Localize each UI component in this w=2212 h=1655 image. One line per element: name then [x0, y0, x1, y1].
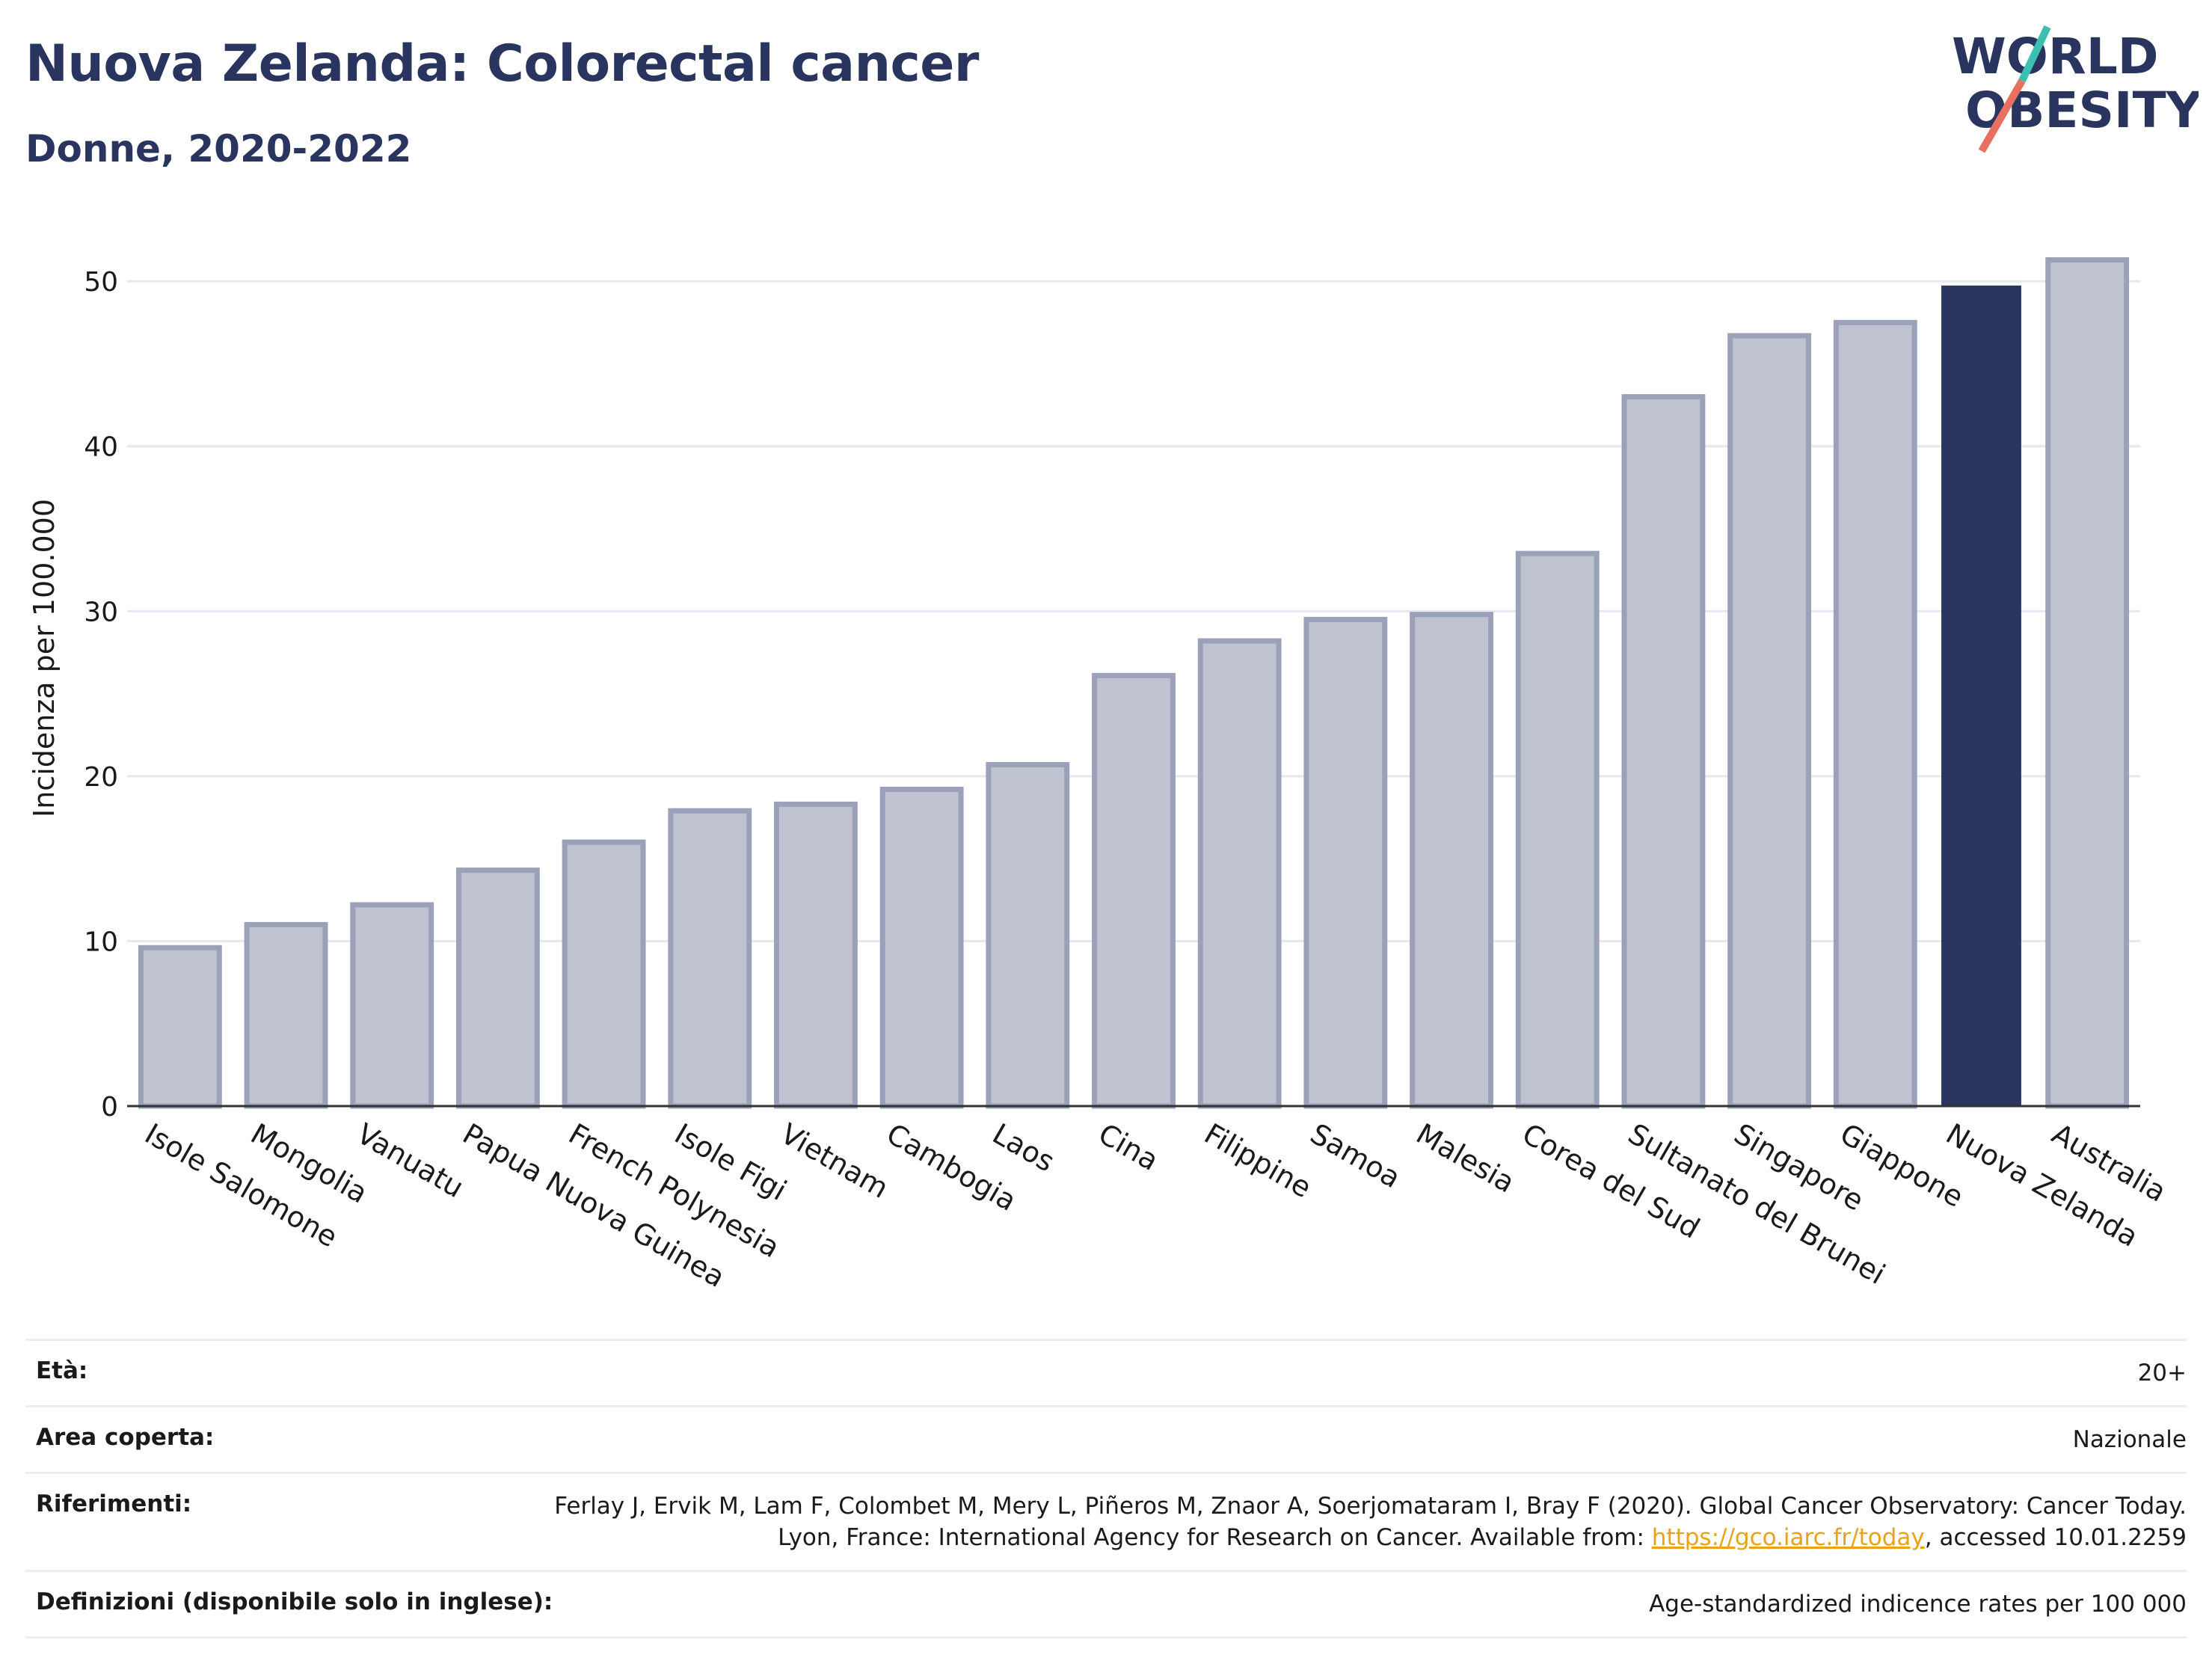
bar-australia	[2045, 257, 2130, 1109]
bar-nuova-zelanda	[1941, 285, 2021, 1108]
y-tick-label: 10	[84, 927, 118, 957]
y-axis-ticks: 0 10 20 30 40 50	[84, 267, 118, 1123]
y-tick-label: 20	[84, 762, 118, 793]
meta-label: Età:	[36, 1357, 88, 1384]
bar-cambogia	[879, 787, 964, 1109]
meta-label: Definizioni (disponibile solo in inglese…	[36, 1588, 553, 1615]
bar-french-polynesia	[562, 839, 646, 1109]
bar-chart: 0 10 20 30 40 50 Isole SalomoneMongoliaVanuat…	[28, 257, 2172, 1294]
x-tick-label: Nuova Zelanda	[1941, 1117, 2144, 1253]
meta-label: Riferimenti:	[36, 1490, 192, 1517]
meta-row-age: Età: 20+	[25, 1339, 2187, 1405]
logo-slash-teal	[2018, 25, 2051, 83]
x-tick-label: Filippine	[1199, 1117, 1317, 1205]
bars	[138, 257, 2130, 1109]
bar-malesia	[1410, 612, 1493, 1109]
page-subtitle: Donne, 2020-2022	[25, 127, 412, 171]
meta-value: 20+	[2137, 1360, 2187, 1387]
meta-value-references: Ferlay J, Ervik M, Lam F, Colombet M, Me…	[541, 1490, 2187, 1553]
meta-row-references: Riferimenti: Ferlay J, Ervik M, Lam F, C…	[25, 1472, 2187, 1570]
bar-vanuatu	[350, 902, 434, 1109]
x-tick-label: Malesia	[1411, 1117, 1520, 1200]
y-tick-label: 50	[84, 267, 118, 298]
y-tick-label: 40	[84, 432, 118, 463]
x-tick-label: Corea del Sud	[1517, 1117, 1705, 1245]
bar-isole-salomone	[138, 945, 222, 1109]
bar-vietnam	[774, 801, 858, 1109]
y-tick-label: 0	[101, 1092, 118, 1123]
x-tick-label: Isole Salomone	[139, 1117, 342, 1254]
meta-value: Nazionale	[2072, 1426, 2187, 1453]
reference-suffix: , accessed 10.01.2259	[1924, 1524, 2187, 1551]
y-tick-label: 30	[84, 597, 118, 627]
bar-isole-figi	[668, 808, 752, 1109]
bar-giappone	[1833, 319, 1917, 1109]
bar-cina	[1092, 672, 1176, 1109]
logo-line1: WORLD	[1952, 28, 2159, 85]
metadata-table: Età: 20+ Area coperta: Nazionale Riferim…	[25, 1339, 2187, 1639]
bar-corea-del-sud	[1515, 550, 1600, 1109]
bar-singapore	[1727, 333, 1812, 1109]
bar-papua-nuova-guinea	[455, 868, 540, 1109]
reference-link[interactable]: https://gco.iarc.fr/today	[1651, 1524, 1925, 1551]
page-title: Nuova Zelanda: Colorectal cancer	[25, 34, 979, 93]
meta-row-area: Area coperta: Nazionale	[25, 1405, 2187, 1472]
logo-slash-coral	[1978, 79, 2026, 153]
bar-sultanato-del-brunei	[1621, 394, 1706, 1109]
bar-mongolia	[244, 921, 328, 1109]
bar-filippine	[1197, 638, 1282, 1109]
meta-row-definitions: Definizioni (disponibile solo in inglese…	[25, 1570, 2187, 1639]
meta-label: Area coperta:	[36, 1424, 215, 1451]
x-tick-label: Vanuatu	[351, 1117, 470, 1204]
meta-value: Age-standardized indicence rates per 100…	[1649, 1591, 2187, 1618]
x-tick-label: Vietnam	[775, 1117, 894, 1205]
x-tick-label: Cina	[1093, 1117, 1164, 1177]
x-tick-label: Samoa	[1305, 1117, 1406, 1195]
bar-laos	[986, 761, 1070, 1109]
y-axis-label: Incidenza per 100.000	[28, 499, 61, 817]
x-tick-label: Laos	[987, 1117, 1060, 1179]
world-obesity-logo: WORLD OBESITY	[1952, 25, 2199, 153]
bar-samoa	[1303, 616, 1388, 1109]
reference-text: Ferlay J, Ervik M, Lam F, Colombet M, Me…	[554, 1493, 2187, 1551]
